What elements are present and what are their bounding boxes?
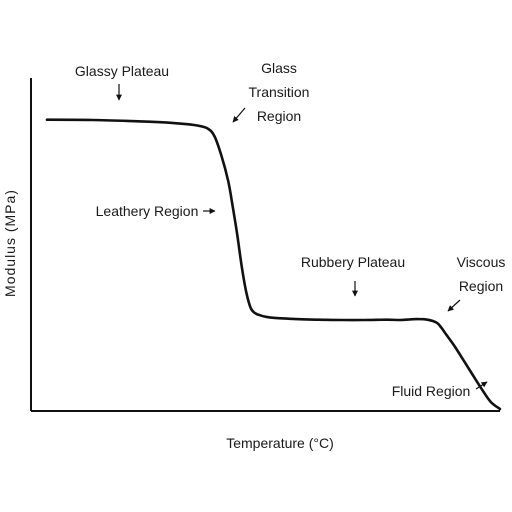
glass-transition-arrow	[232, 107, 246, 123]
annotation-labels: Glassy Plateau Glass Transition Region Leath…	[75, 60, 505, 399]
leathery-region-label-line: Leathery Region	[96, 203, 199, 219]
fluid-region-label-line: Fluid Region	[392, 383, 471, 399]
glass-transition-label: Glass Transition Region	[249, 60, 310, 124]
fluid-region-arrow	[475, 381, 488, 390]
glassy-plateau-label: Glassy Plateau	[75, 63, 169, 79]
annotation-arrows	[116, 84, 488, 390]
rubbery-plateau-label: Rubbery Plateau	[301, 254, 405, 270]
viscous-region-arrow	[447, 299, 461, 312]
fluid-region-label: Fluid Region	[392, 383, 471, 399]
y-axis-title: Modulus (MPa)	[2, 189, 18, 297]
leathery-region-label: Leathery Region	[96, 203, 199, 219]
viscous-region-label: Viscous Region	[457, 254, 506, 294]
glassy-plateau-label-line: Glassy Plateau	[75, 63, 169, 79]
rubbery-plateau-label-line: Rubbery Plateau	[301, 254, 405, 270]
glass-transition-label-line: Region	[257, 108, 301, 124]
glass-transition-label-line: Glass	[261, 60, 297, 76]
viscous-region-label-line: Region	[459, 278, 503, 294]
x-axis-title: Temperature (°C)	[226, 435, 334, 451]
viscous-region-label-line: Viscous	[457, 254, 506, 270]
modulus-curve	[45, 118, 502, 411]
glass-transition-label-line: Transition	[249, 84, 310, 100]
